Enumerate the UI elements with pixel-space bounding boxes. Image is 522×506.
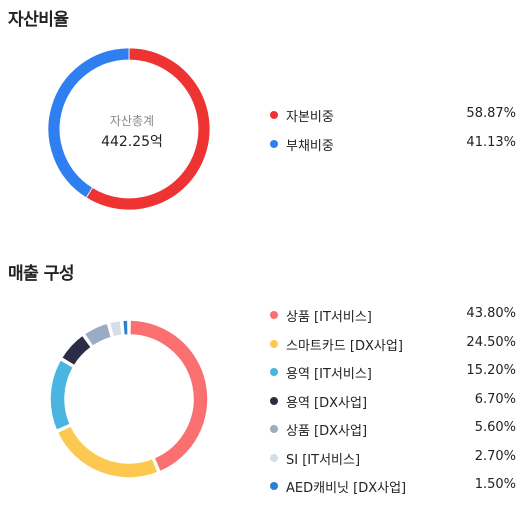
legend-label: 용역 [DX사업]	[286, 395, 368, 411]
legend-label: 상품 [IT서비스]	[286, 310, 372, 325]
legend-label: 부채비중	[286, 139, 334, 154]
total-assets-label: 자산총계	[109, 114, 155, 128]
legend-value: 1.50%	[474, 477, 516, 492]
asset-ratio-donut-chart	[48, 48, 210, 210]
legend-color-dot	[270, 482, 278, 490]
total-assets-value: 442.25억	[101, 134, 163, 150]
legend-value: 58.87%	[466, 106, 516, 121]
legend-item: 용역 [DX사업] 6.70%	[266, 392, 516, 421]
legend-color-dot	[270, 111, 278, 119]
donut-slice-스마트카드-dx사업	[56, 424, 159, 479]
legend-value: 5.60%	[474, 420, 516, 435]
legend-item: 부채비중 41.13%	[266, 135, 516, 164]
donut-slice-상품-dx사업	[83, 322, 113, 348]
legend-label: 스마트카드 [DX사업]	[286, 338, 403, 354]
revenue-composition-legend: 상품 [IT서비스] 43.80% 스마트카드 [DX사업] 24.50% 용역 [IT…	[266, 306, 516, 506]
legend-value: 15.20%	[466, 363, 516, 378]
legend-color-dot	[270, 368, 278, 376]
legend-color-dot	[270, 396, 278, 405]
legend-label: 자본비중	[286, 110, 334, 125]
donut-slice-상품-it서비스	[129, 319, 209, 473]
revenue-composition-title: 매출 구성	[8, 264, 74, 284]
legend-item: SI [IT서비스] 2.70%	[266, 449, 516, 478]
legend-label: SI [IT서비스]	[286, 452, 361, 468]
legend-value: 6.70%	[474, 391, 516, 407]
legend-item: 용역 [IT서비스] 15.20%	[266, 363, 516, 392]
legend-color-dot	[270, 140, 278, 148]
legend-label: AED캐비닛 [DX사업]	[286, 481, 407, 496]
revenue-composition-donut-chart	[49, 319, 209, 479]
legend-color-dot	[270, 425, 278, 433]
legend-value: 43.80%	[466, 306, 516, 321]
donut-slice-용역-it서비스	[49, 358, 75, 432]
legend-color-dot	[270, 453, 278, 462]
donut-slice-si-it서비스	[108, 319, 123, 338]
donut-slice-부채비중	[48, 48, 130, 199]
legend-item: 스마트카드 [DX사업] 24.50%	[266, 335, 516, 364]
legend-label: 용역 [IT서비스]	[286, 367, 372, 382]
legend-label: 상품 [DX사업]	[286, 424, 368, 439]
legend-item: 상품 [IT서비스] 43.80%	[266, 306, 516, 335]
asset-ratio-title: 자산비율	[8, 10, 69, 30]
legend-color-dot	[270, 339, 278, 348]
asset-ratio-legend: 자본비중 58.87% 부채비중 41.13%	[266, 106, 516, 164]
legend-value: 2.70%	[474, 448, 516, 464]
legend-item: 자본비중 58.87%	[266, 106, 516, 135]
legend-value: 41.13%	[466, 135, 516, 150]
legend-item: 상품 [DX사업] 5.60%	[266, 420, 516, 449]
donut-slice-자본비중	[85, 48, 210, 210]
legend-item: AED캐비닛 [DX사업] 1.50%	[266, 477, 516, 506]
legend-color-dot	[270, 311, 278, 319]
legend-value: 24.50%	[466, 334, 516, 350]
donut-slice-aed캐비닛-dx사업	[121, 319, 129, 337]
donut-slice-용역-dx사업	[60, 334, 93, 367]
